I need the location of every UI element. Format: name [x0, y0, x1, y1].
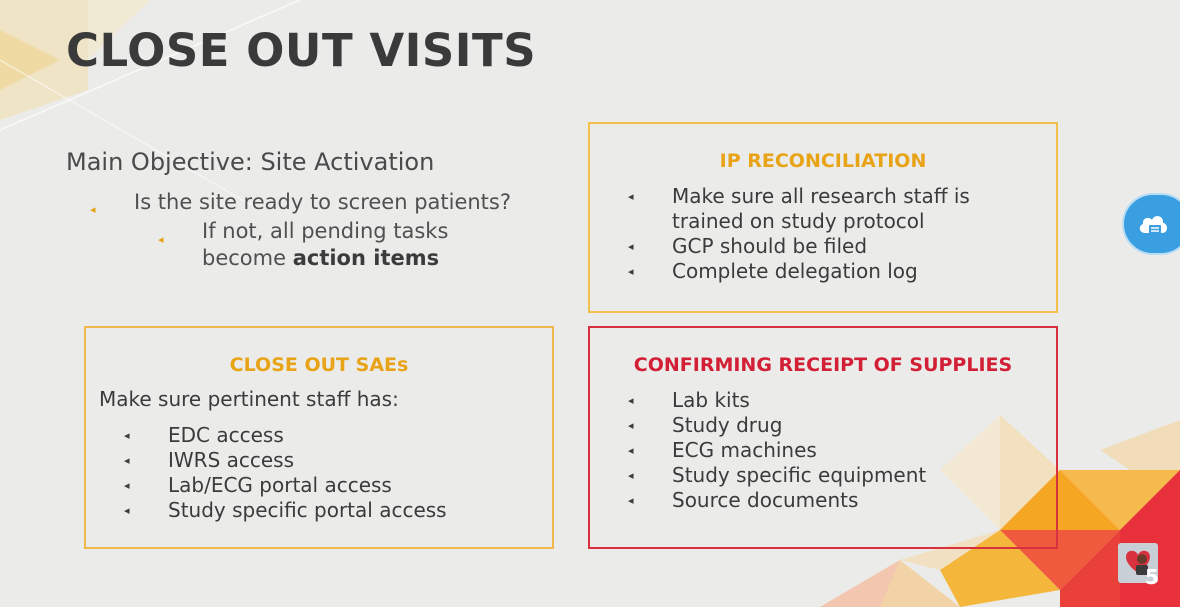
- close-out-saes-title: CLOSE OUT SAEs: [229, 354, 409, 376]
- cloud-upload-icon: [1139, 216, 1167, 234]
- close-out-saes-intro: Make sure pertinent staff has:: [99, 387, 399, 411]
- ip-reconciliation-list: Make sure all research staff is trained …: [590, 184, 1056, 284]
- caret-bullet-icon: ◂: [158, 233, 164, 246]
- list-item: IWRS access: [86, 448, 552, 473]
- heart-avatar-icon: [1118, 543, 1158, 583]
- objective-bullet-text: Is the site ready to screen patients?: [134, 190, 512, 214]
- list-item: Study drug: [590, 413, 1056, 438]
- objective-sub-bullet: ◂ If not, all pending tasks become actio…: [66, 218, 566, 272]
- ip-reconciliation-box: IP RECONCILIATION Make sure all research…: [588, 122, 1058, 313]
- sub-bullet-line1: If not, all pending tasks: [202, 219, 449, 243]
- slide-title: CLOSE OUT VISITS: [66, 24, 537, 77]
- list-item: Study specific portal access: [86, 498, 552, 523]
- objective-section: Main Objective: Site Activation ◂ Is the…: [66, 148, 566, 272]
- list-item: Lab kits: [590, 388, 1056, 413]
- ip-reconciliation-title: IP RECONCILIATION: [719, 150, 927, 172]
- avatar-badge-number: 5: [1145, 565, 1159, 589]
- list-item: EDC access: [86, 423, 552, 448]
- objective-bullet: ◂ Is the site ready to screen patients?: [66, 188, 566, 216]
- list-item: Study specific equipment: [590, 463, 1056, 488]
- list-item: Lab/ECG portal access: [86, 473, 552, 498]
- close-out-saes-list: EDC access IWRS access Lab/ECG portal ac…: [86, 423, 552, 523]
- objective-heading: Main Objective: Site Activation: [66, 148, 435, 176]
- sub-bullet-line2: become: [202, 246, 293, 270]
- confirming-receipt-box: CONFIRMING RECEIPT OF SUPPLIES Lab kits …: [588, 326, 1058, 549]
- caret-bullet-icon: ◂: [90, 203, 96, 216]
- list-item: GCP should be filed: [590, 234, 1056, 259]
- cloud-upload-button[interactable]: [1122, 193, 1180, 255]
- sub-bullet-bold: action items: [292, 246, 440, 270]
- close-out-saes-box: CLOSE OUT SAEs Make sure pertinent staff…: [84, 326, 554, 549]
- confirming-receipt-list: Lab kits Study drug ECG machines Study s…: [590, 388, 1056, 513]
- avatar[interactable]: [1118, 543, 1158, 583]
- list-item: Source documents: [590, 488, 1056, 513]
- list-item: Make sure all research staff is trained …: [590, 184, 1056, 234]
- confirming-receipt-title: CONFIRMING RECEIPT OF SUPPLIES: [633, 354, 1013, 376]
- list-item: ECG machines: [590, 438, 1056, 463]
- list-item: Complete delegation log: [590, 259, 1056, 284]
